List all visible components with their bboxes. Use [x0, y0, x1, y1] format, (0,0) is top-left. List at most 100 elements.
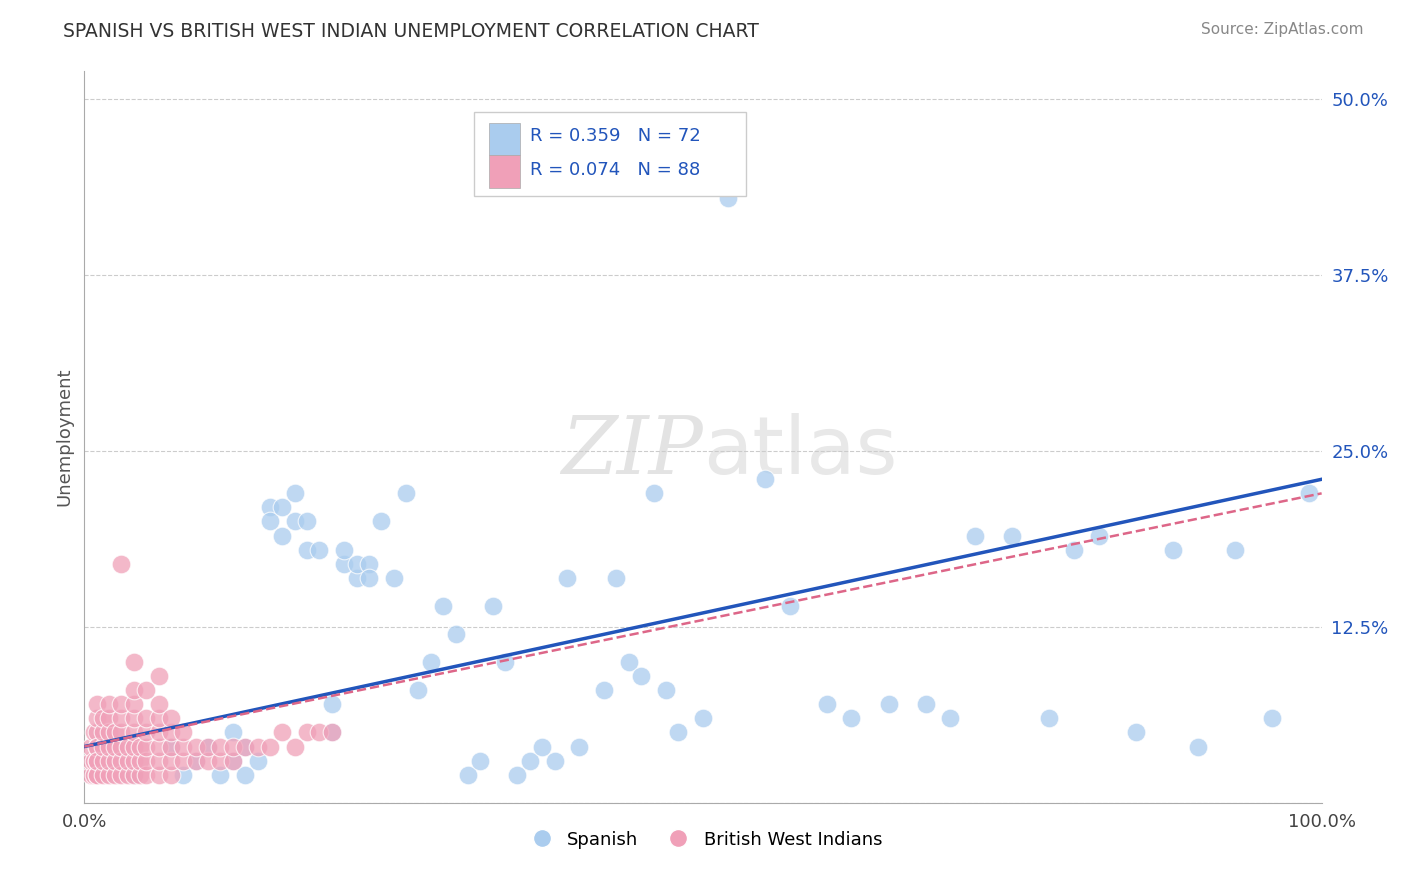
Point — [209, 767, 232, 781]
Text: Source: ZipAtlas.com: Source: ZipAtlas.com — [1201, 22, 1364, 37]
Point — [122, 754, 145, 768]
Point — [148, 698, 170, 712]
Point — [172, 739, 194, 754]
Point — [98, 725, 121, 739]
Point — [481, 599, 503, 613]
Point — [79, 739, 101, 754]
Point — [184, 754, 207, 768]
Point — [110, 754, 132, 768]
Point — [246, 754, 269, 768]
Point — [135, 767, 157, 781]
Point — [197, 739, 219, 754]
Point — [197, 739, 219, 754]
Point — [110, 739, 132, 754]
Point — [1001, 528, 1024, 542]
Point — [419, 655, 441, 669]
Point — [86, 739, 108, 754]
Point — [308, 542, 330, 557]
Point — [259, 515, 281, 529]
Point — [129, 767, 152, 781]
Point — [357, 571, 380, 585]
Text: SPANISH VS BRITISH WEST INDIAN UNEMPLOYMENT CORRELATION CHART: SPANISH VS BRITISH WEST INDIAN UNEMPLOYM… — [63, 22, 759, 41]
Point — [184, 739, 207, 754]
Point — [104, 754, 127, 768]
Point — [91, 754, 114, 768]
Point — [531, 739, 554, 754]
Point — [555, 571, 578, 585]
Point — [135, 711, 157, 725]
Point — [110, 698, 132, 712]
Point — [222, 725, 245, 739]
Point — [209, 739, 232, 754]
Point — [308, 725, 330, 739]
Point — [135, 754, 157, 768]
Point — [1063, 542, 1085, 557]
Point — [122, 711, 145, 725]
Point — [122, 683, 145, 698]
Point — [122, 698, 145, 712]
Text: ZIP: ZIP — [561, 413, 703, 491]
Point — [86, 725, 108, 739]
Point — [86, 767, 108, 781]
Point — [98, 711, 121, 725]
Point — [129, 754, 152, 768]
Point — [295, 515, 318, 529]
Point — [104, 725, 127, 739]
Point — [321, 725, 343, 739]
Point — [284, 486, 307, 500]
FancyBboxPatch shape — [474, 112, 747, 195]
Point — [655, 683, 678, 698]
Point — [172, 725, 194, 739]
Point — [506, 767, 529, 781]
Point — [104, 739, 127, 754]
Point — [98, 767, 121, 781]
Text: atlas: atlas — [703, 413, 897, 491]
Point — [122, 725, 145, 739]
Point — [1125, 725, 1147, 739]
Point — [110, 557, 132, 571]
Point — [1223, 542, 1246, 557]
Point — [295, 542, 318, 557]
Point — [148, 754, 170, 768]
Point — [382, 571, 405, 585]
Point — [98, 754, 121, 768]
Point — [568, 739, 591, 754]
Point — [643, 486, 665, 500]
Point — [117, 767, 139, 781]
Point — [630, 669, 652, 683]
Text: R = 0.359   N = 72: R = 0.359 N = 72 — [530, 127, 700, 145]
Point — [395, 486, 418, 500]
Point — [122, 767, 145, 781]
Point — [83, 767, 105, 781]
Point — [129, 739, 152, 754]
Point — [815, 698, 838, 712]
Point — [86, 711, 108, 725]
Point — [122, 739, 145, 754]
Point — [148, 739, 170, 754]
FancyBboxPatch shape — [489, 122, 520, 155]
Point — [259, 739, 281, 754]
Point — [86, 754, 108, 768]
Point — [117, 754, 139, 768]
Point — [172, 767, 194, 781]
Point — [259, 500, 281, 515]
Point — [1088, 528, 1111, 542]
Point — [122, 767, 145, 781]
Point — [160, 739, 183, 754]
Point — [1161, 542, 1184, 557]
Point — [148, 767, 170, 781]
Point — [321, 725, 343, 739]
Point — [370, 515, 392, 529]
Point — [470, 754, 492, 768]
Point — [117, 739, 139, 754]
Point — [83, 725, 105, 739]
Point — [444, 627, 467, 641]
Point — [271, 725, 294, 739]
Point — [346, 571, 368, 585]
Point — [494, 655, 516, 669]
Point — [83, 754, 105, 768]
Point — [233, 767, 256, 781]
Point — [98, 698, 121, 712]
Point — [271, 528, 294, 542]
Point — [86, 698, 108, 712]
